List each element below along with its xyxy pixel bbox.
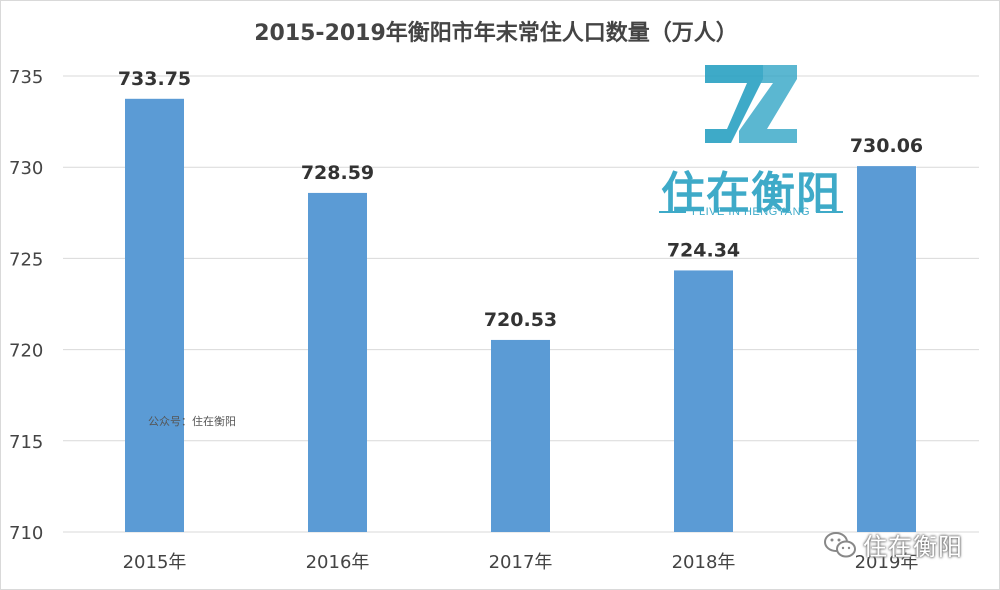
y-tick-label: 730 (9, 158, 43, 179)
data-label: 730.06 (850, 135, 923, 157)
data-label: 720.53 (484, 309, 557, 331)
x-category-label: 2017年 (489, 552, 553, 573)
x-category-label: 2015年 (123, 552, 187, 573)
brand-logo: 住在衡阳 I LIVE IN HENGYANG (653, 61, 849, 226)
logo-name: 住在衡阳 (661, 168, 841, 219)
data-labels: 733.75 728.59 720.53 724.34 730.06 (118, 68, 923, 331)
wechat-icon (824, 531, 856, 557)
logo-subtitle-text: I LIVE IN HENGYANG (691, 206, 811, 218)
y-tick-label: 710 (9, 523, 43, 544)
logo-subtitle: I LIVE IN HENGYANG (659, 206, 843, 218)
x-category-label: 2019年 (855, 552, 919, 573)
y-tick-label: 735 (9, 67, 43, 88)
data-label: 733.75 (118, 68, 191, 90)
watermark-corner: 住在衡阳 (823, 527, 963, 562)
x-category-label: 2016年 (306, 552, 370, 573)
x-axis-categories: 2015年 2016年 2017年 2018年 2019年 (123, 552, 919, 573)
data-label: 724.34 (667, 239, 740, 261)
y-tick-label: 715 (9, 432, 43, 453)
y-axis-ticks: 735 730 725 720 715 710 (9, 67, 43, 544)
x-category-label: 2018年 (672, 552, 736, 573)
bar-2015年 (125, 98, 184, 533)
bar-2019年 (857, 166, 916, 533)
data-label: 728.59 (301, 162, 374, 184)
bars (125, 98, 916, 533)
bar-2017年 (491, 339, 550, 532)
watermark-corner-text: 住在衡阳 (863, 533, 963, 561)
y-tick-label: 720 (9, 341, 43, 362)
bar-2018年 (674, 270, 733, 532)
logo-divider-left (659, 211, 686, 213)
zz-logo-icon (705, 65, 797, 143)
logo-divider-right (816, 211, 843, 213)
watermark-small: 公众号：住在衡阳 (148, 415, 236, 428)
bar-2016年 (308, 192, 367, 532)
y-tick-label: 725 (9, 249, 43, 270)
chart-title: 2015-2019年衡阳市年末常住人口数量（万人） (254, 20, 738, 46)
